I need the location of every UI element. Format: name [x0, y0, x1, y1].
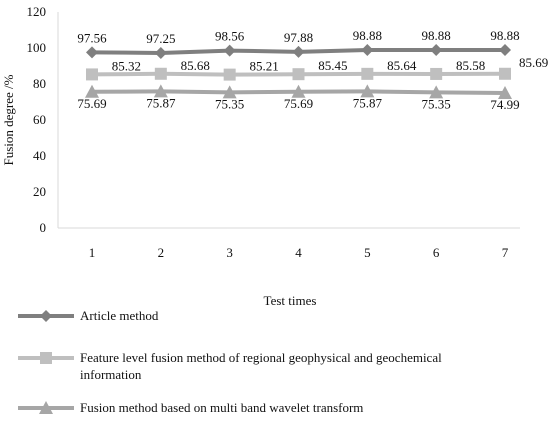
data-label: 97.56: [77, 30, 107, 45]
data-label: 85.69: [519, 55, 548, 70]
series-2: 85.32 85.68 85.21 85.45 85.64 85.58 85.69: [86, 55, 548, 81]
legend-label: Article method: [80, 308, 159, 323]
data-point: [86, 46, 98, 59]
data-point: [222, 85, 237, 99]
data-point: [498, 86, 512, 100]
data-point: [430, 44, 443, 57]
legend-marker: [39, 401, 53, 414]
data-label: 85.45: [318, 58, 347, 73]
legend-label: Fusion method based on multi band wavele…: [80, 400, 363, 415]
data-point: [85, 84, 99, 98]
data-point: [223, 44, 236, 57]
data-label: 98.88: [490, 28, 519, 43]
data-point: [499, 67, 511, 80]
y-tick-label: 0: [40, 220, 47, 235]
x-tick-label: 1: [89, 245, 96, 260]
data-label: 75.35: [422, 96, 451, 111]
data-point: [499, 44, 511, 57]
y-tick-label: 120: [27, 4, 47, 19]
data-label: 85.58: [456, 58, 485, 73]
data-label: 75.69: [77, 96, 106, 111]
data-point: [361, 67, 374, 80]
y-tick-label: 100: [27, 40, 47, 55]
data-label: 98.88: [422, 28, 451, 43]
data-label: 98.88: [353, 28, 382, 43]
data-point: [430, 67, 443, 80]
data-label: 74.99: [490, 97, 519, 112]
legend-item-1: Article method: [18, 308, 159, 323]
data-point: [292, 45, 305, 58]
legend-item-2: Feature level fusion method of regional …: [18, 350, 442, 382]
y-tick-label: 80: [33, 76, 46, 91]
data-label: 85.64: [387, 58, 417, 73]
data-label: 75.87: [353, 95, 383, 110]
x-tick-label: 3: [226, 245, 233, 260]
legend-label: Feature level fusion method of regional …: [80, 350, 442, 382]
data-point: [292, 68, 305, 81]
x-tick-label: 2: [158, 245, 165, 260]
data-point: [86, 68, 98, 81]
data-label: 75.69: [284, 96, 313, 111]
data-label: 98.56: [215, 29, 245, 44]
data-point: [153, 84, 168, 98]
axes: Fusion degree /% Test times: [1, 12, 520, 308]
x-tick-label: 6: [433, 245, 440, 260]
data-label: 85.21: [249, 59, 278, 74]
data-point: [291, 84, 306, 98]
y-tick-labels: 0 20 40 60 80 100 120: [27, 4, 47, 235]
x-tick-labels: 1 2 3 4 5 6 7: [89, 245, 509, 260]
series-1: 97.56 97.25 98.56 97.88 98.88 98.88 98.88: [77, 28, 520, 59]
y-tick-label: 40: [33, 148, 46, 163]
legend-marker: [40, 310, 52, 322]
x-tick-label: 7: [502, 245, 509, 260]
x-tick-label: 5: [364, 245, 371, 260]
data-point: [223, 68, 236, 81]
x-tick-label: 4: [295, 245, 302, 260]
legend-marker: [40, 352, 52, 364]
y-axis-title: Fusion degree /%: [1, 74, 16, 165]
data-point: [429, 85, 444, 99]
legend: Article method Feature level fusion metho…: [18, 308, 442, 415]
y-tick-label: 20: [33, 184, 46, 199]
data-label: 85.32: [112, 58, 141, 73]
x-axis-title: Test times: [264, 293, 317, 308]
data-label: 75.87: [146, 95, 176, 110]
data-point: [360, 84, 375, 98]
data-label: 85.68: [181, 58, 210, 73]
data-label: 75.35: [215, 96, 244, 111]
series-layer: 97.56 97.25 98.56 97.88 98.88 98.88 98.88 85.32…: [77, 28, 548, 112]
data-point: [154, 46, 167, 59]
y-tick-label: 60: [33, 112, 46, 127]
data-label: 97.88: [284, 30, 313, 45]
legend-item-3: Fusion method based on multi band wavele…: [18, 400, 363, 415]
data-point: [361, 44, 374, 57]
data-label: 97.25: [146, 31, 175, 46]
data-point: [154, 67, 167, 80]
series-3: 75.69 75.87 75.35 75.69 75.87 75.35 74.99: [77, 84, 520, 112]
